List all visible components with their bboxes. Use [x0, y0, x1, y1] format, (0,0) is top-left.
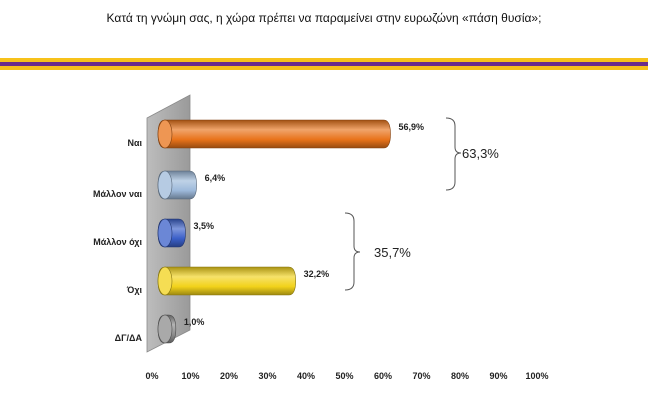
group-total-label-1: 35,7%: [374, 245, 411, 260]
category-label-2: Μάλλον όχι: [93, 237, 142, 247]
divider-stripe-bottom: [0, 66, 648, 70]
category-label-3: Όχι: [126, 285, 143, 295]
x-tick-label-3: 30%: [258, 371, 276, 381]
data-label-4: 1,0%: [184, 317, 205, 327]
x-tick-label-4: 40%: [297, 371, 315, 381]
bar-cap-4: [157, 314, 173, 344]
group-total-label-0: 63,3%: [462, 146, 499, 161]
divider-stripe-top: [0, 58, 648, 62]
bar-0: [157, 119, 391, 149]
group-bracket-0: [445, 117, 462, 191]
x-tick-label-1: 10%: [181, 371, 199, 381]
data-label-3: 32,2%: [304, 269, 330, 279]
divider-stripe-mid: [0, 62, 648, 66]
x-tick-label-2: 20%: [220, 371, 238, 381]
bar-cap-0: [157, 119, 173, 149]
data-label-1: 6,4%: [205, 173, 226, 183]
bar-3: [157, 266, 296, 296]
bar-cap-1: [157, 170, 173, 200]
category-label-1: Μάλλον ναι: [93, 189, 142, 199]
x-tick-label-6: 60%: [374, 371, 392, 381]
x-tick-label-0: 0%: [145, 371, 158, 381]
bar-cap-3: [157, 266, 173, 296]
x-tick-label-5: 50%: [335, 371, 353, 381]
x-tick-label-7: 70%: [412, 371, 430, 381]
chart-title: Κατά τη γνώμη σας, η χώρα πρέπει να παρα…: [106, 11, 542, 25]
data-label-0: 56,9%: [398, 122, 424, 132]
x-tick-label-10: 100%: [525, 371, 548, 381]
data-label-2: 3,5%: [193, 221, 214, 231]
x-tick-label-9: 90%: [489, 371, 507, 381]
category-label-4: ΔΓ/ΔΑ: [115, 333, 143, 343]
group-bracket-1: [344, 212, 361, 291]
bar-cap-2: [157, 218, 173, 248]
category-label-0: Ναι: [127, 138, 142, 148]
x-tick-label-8: 80%: [451, 371, 469, 381]
